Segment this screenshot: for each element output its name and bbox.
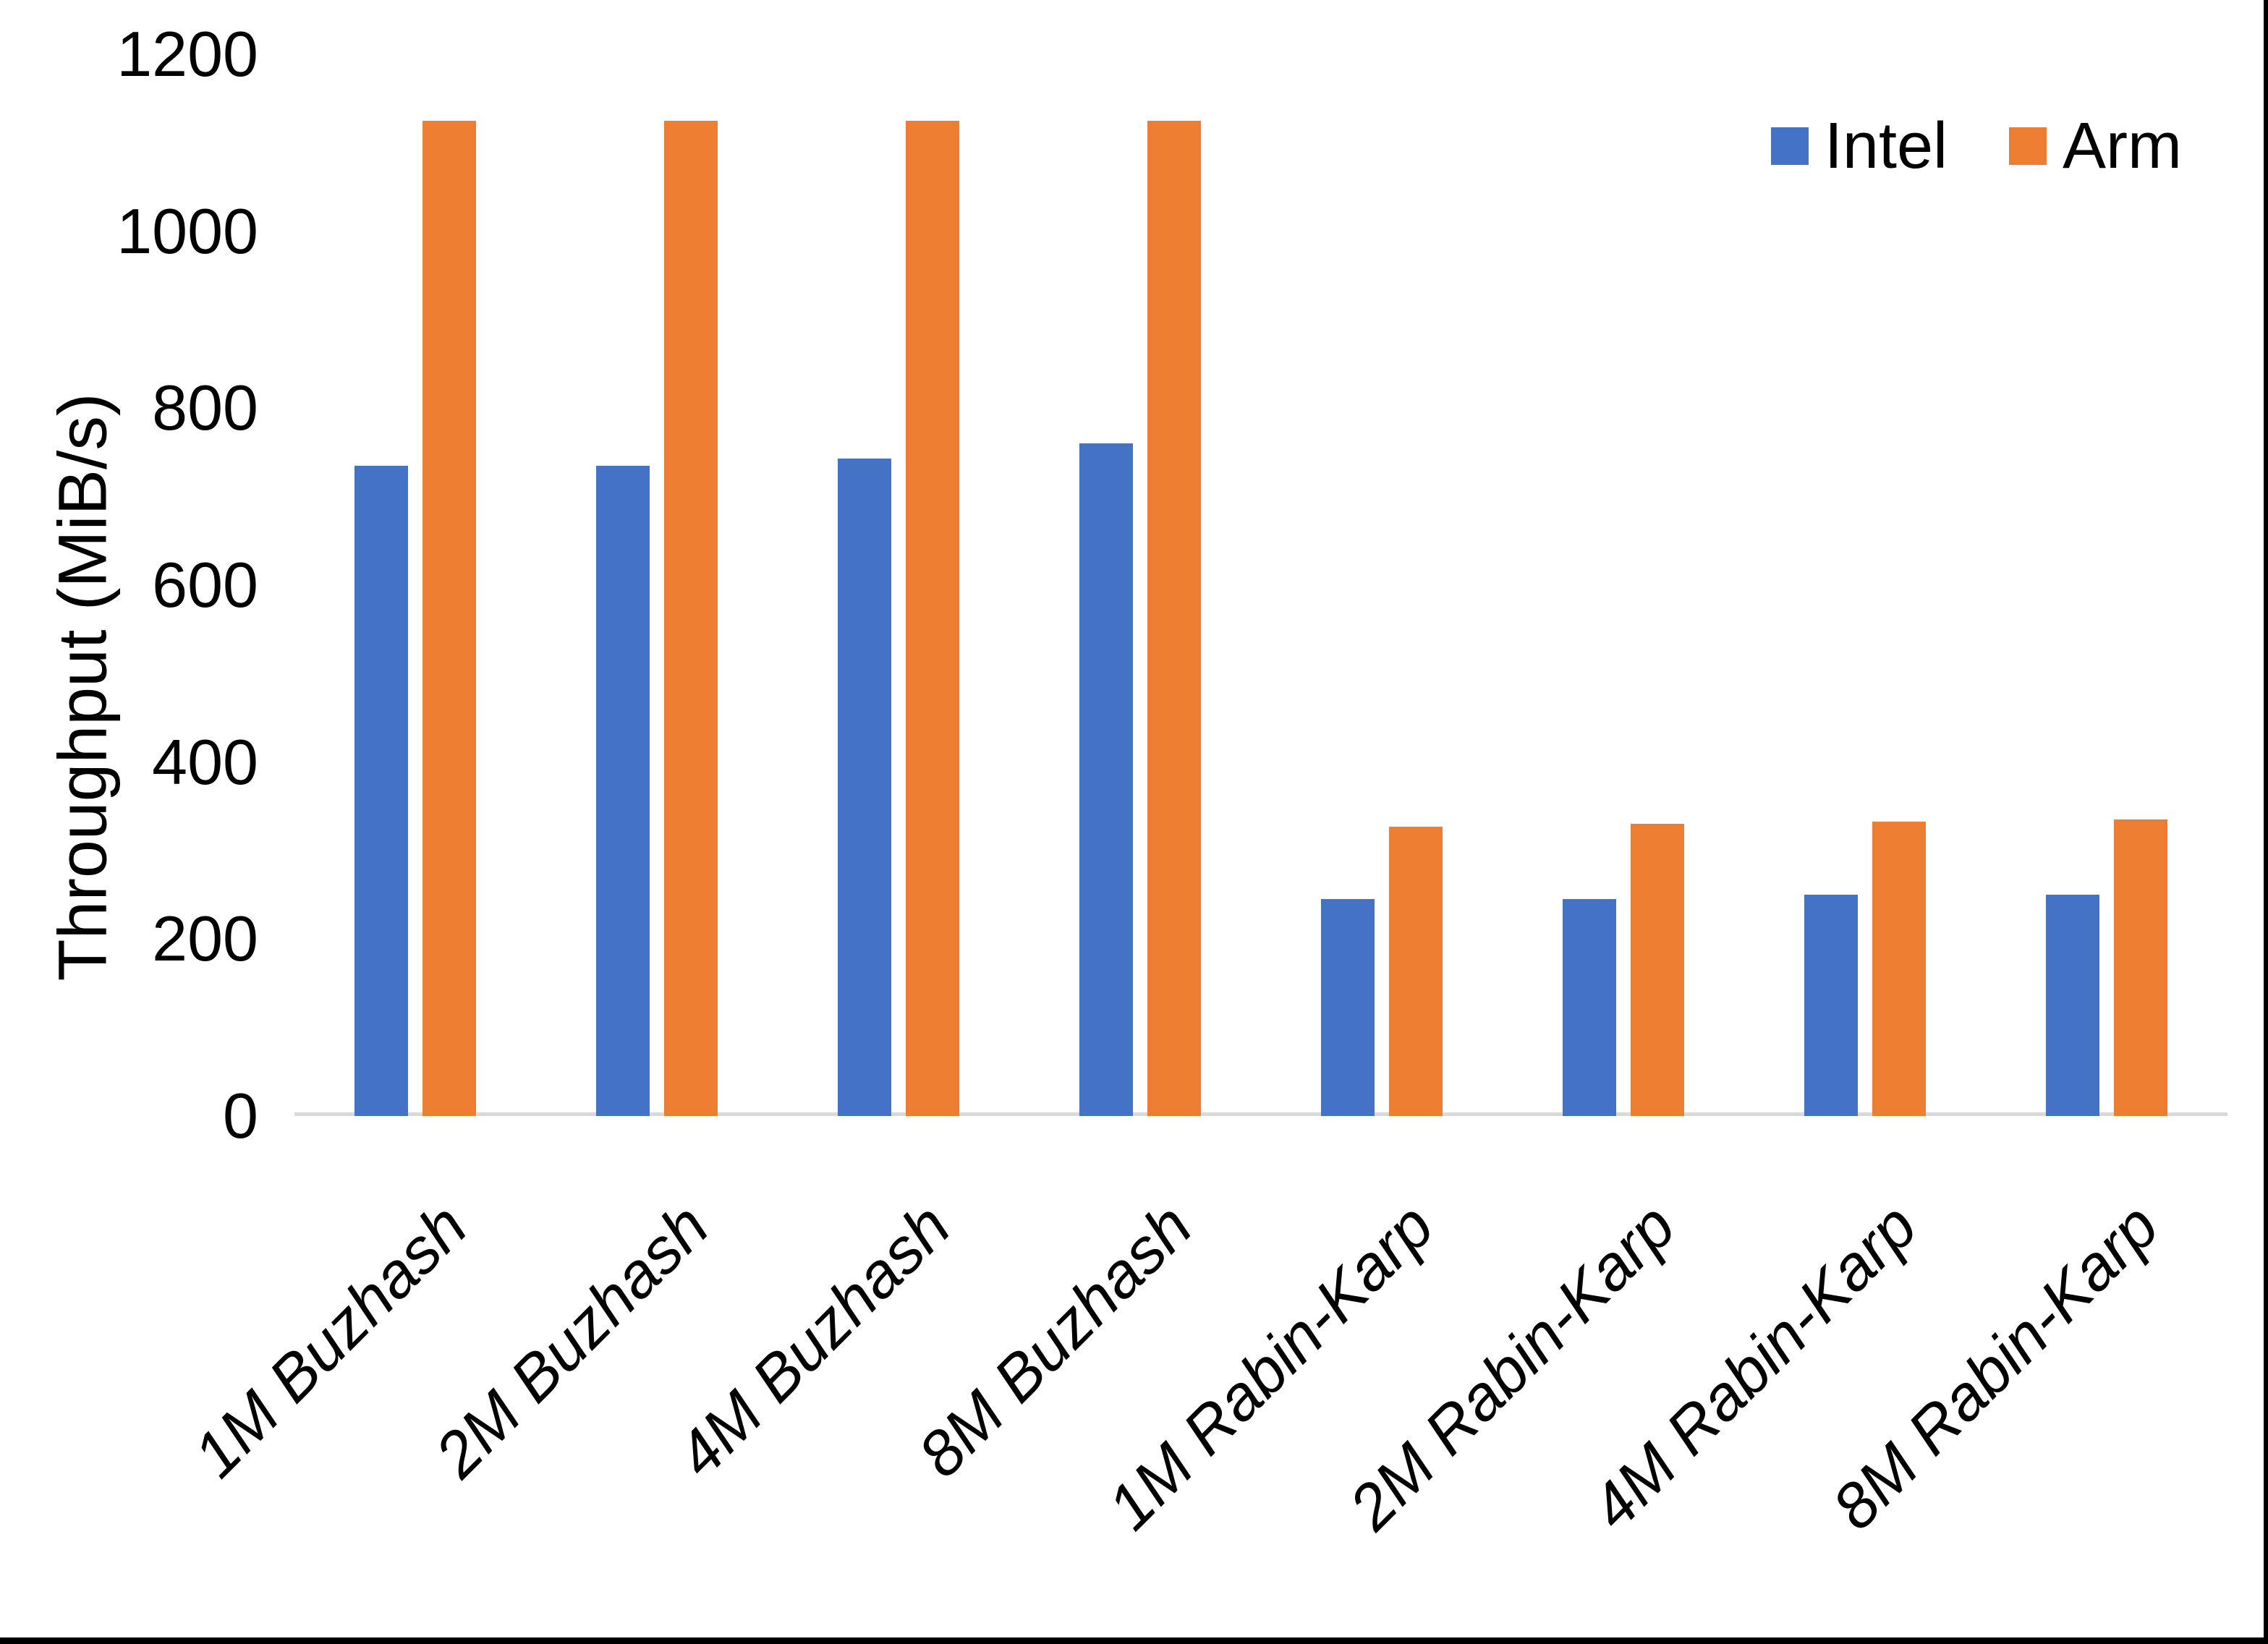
bar-intel bbox=[1079, 443, 1133, 1116]
legend-label: Intel bbox=[1824, 110, 1948, 182]
bar-arm bbox=[422, 120, 476, 1116]
bar-group bbox=[778, 54, 1019, 1116]
plot-area bbox=[294, 54, 2227, 1116]
bar-group bbox=[1986, 54, 2227, 1116]
bar-intel bbox=[1804, 895, 1858, 1116]
legend-item-intel: Intel bbox=[1770, 108, 1948, 184]
y-tick-label: 400 bbox=[152, 725, 258, 798]
bar-arm bbox=[2114, 819, 2167, 1116]
legend: Intel Arm bbox=[1770, 108, 2182, 184]
bar-arm bbox=[1147, 120, 1201, 1116]
bar-intel bbox=[838, 459, 891, 1116]
bar-intel bbox=[1563, 899, 1616, 1116]
bar-group bbox=[1744, 54, 1986, 1116]
bar-group bbox=[536, 54, 778, 1116]
bar-arm bbox=[1872, 821, 1926, 1116]
bar-arm bbox=[664, 120, 718, 1116]
y-tick-label: 200 bbox=[152, 903, 258, 975]
y-tick-label: 1200 bbox=[116, 18, 258, 90]
legend-label: Arm bbox=[2063, 110, 2182, 182]
y-tick-label: 0 bbox=[223, 1080, 258, 1151]
y-tick-label: 1000 bbox=[116, 195, 258, 267]
bar-group bbox=[1261, 54, 1503, 1116]
bar-arm bbox=[1631, 824, 1684, 1116]
x-axis-line bbox=[294, 1112, 2227, 1116]
bar-arm bbox=[1389, 826, 1443, 1116]
y-tick-label: 600 bbox=[152, 549, 258, 621]
legend-item-arm: Arm bbox=[2009, 108, 2182, 184]
y-axis-title: Throughput (MiB/s) bbox=[44, 393, 122, 981]
bar-intel bbox=[2046, 895, 2099, 1116]
legend-swatch-intel bbox=[1770, 127, 1809, 165]
bar-intel bbox=[354, 465, 408, 1116]
y-tick-label: 800 bbox=[152, 372, 258, 444]
bar-group bbox=[1503, 54, 1744, 1116]
legend-swatch-arm bbox=[2009, 127, 2047, 165]
bar-arm bbox=[906, 120, 959, 1116]
bar-intel bbox=[596, 465, 650, 1116]
bar-group bbox=[294, 54, 536, 1116]
bar-intel bbox=[1321, 899, 1375, 1116]
bar-group bbox=[1019, 54, 1261, 1116]
